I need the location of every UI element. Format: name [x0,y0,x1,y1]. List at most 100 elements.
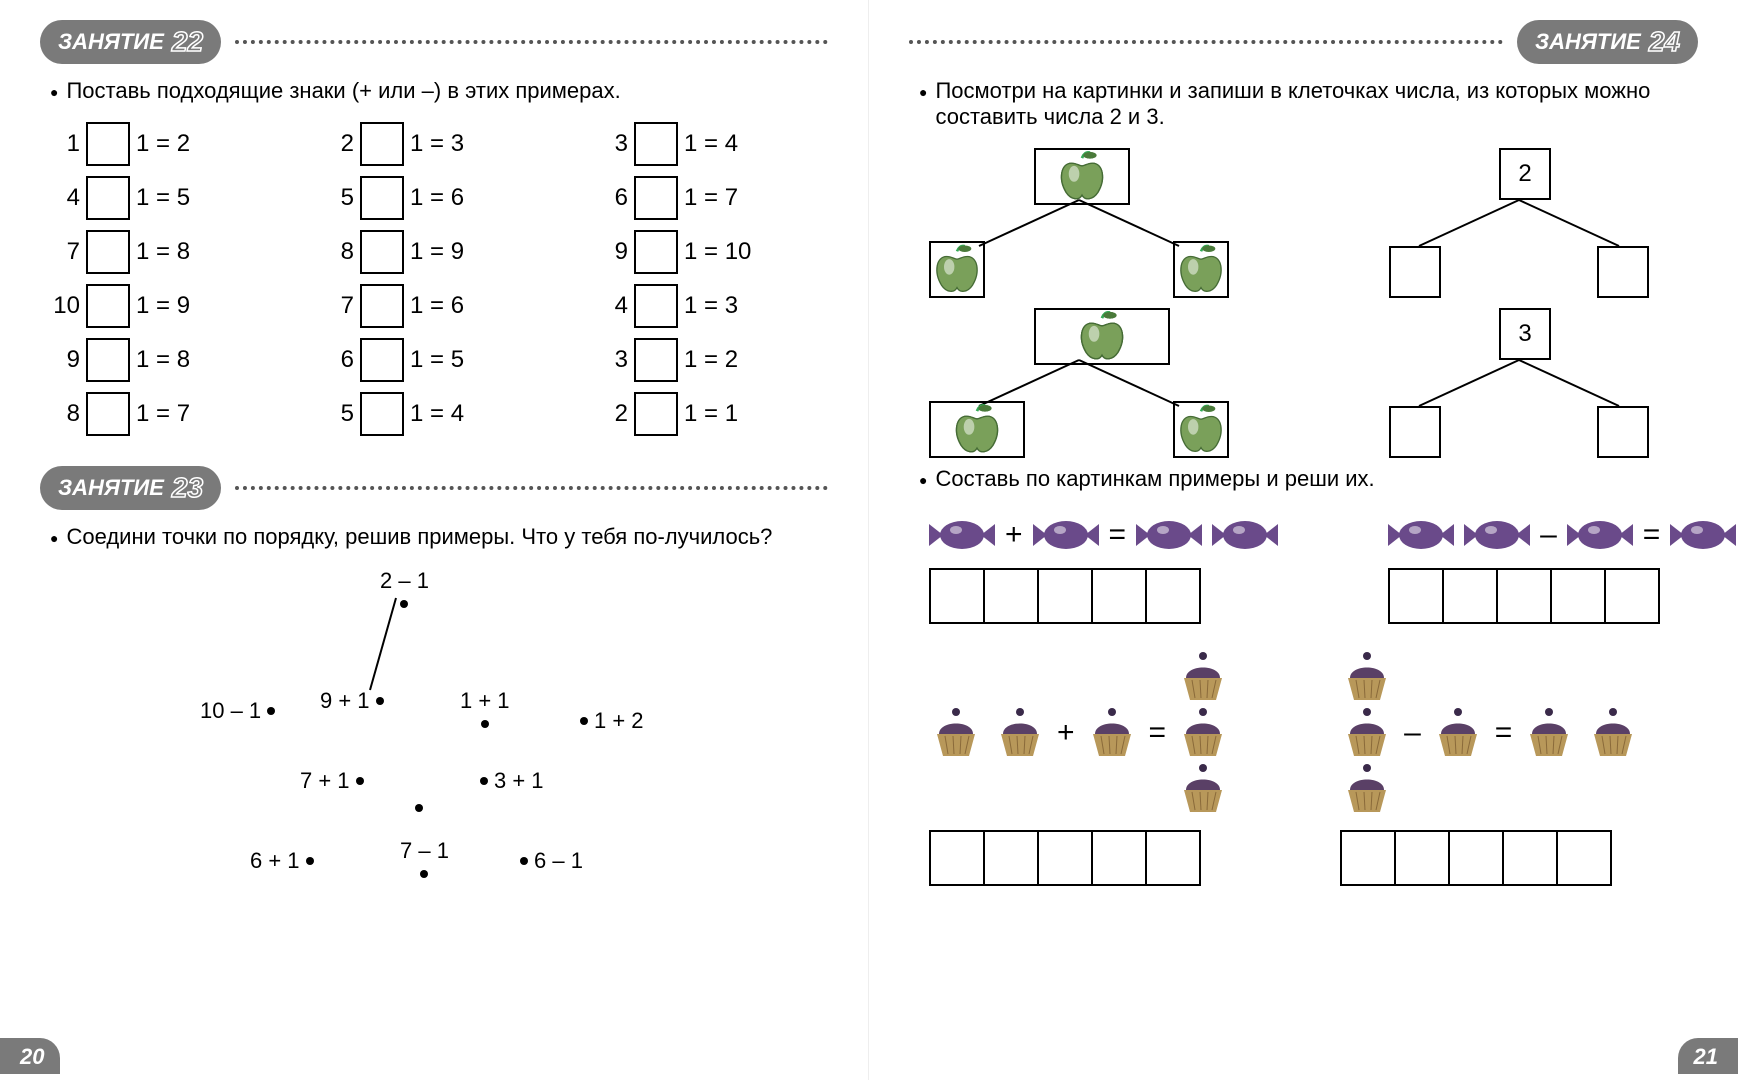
operand-a: 6 [594,184,628,212]
cupcake-icon [1431,706,1485,760]
exercise-row: 61 = 5 [320,338,554,382]
answer-cell[interactable] [1388,568,1444,624]
answer-cell[interactable] [1091,830,1147,886]
exercise-row: 81 = 9 [320,230,554,274]
exercise-row: 71 = 8 [46,230,280,274]
answer-cell[interactable] [929,568,985,624]
answer-cell[interactable] [1442,568,1498,624]
point-label: 1 + 2 [594,708,644,734]
lesson22-grid: 11 = 221 = 331 = 441 = 551 = 661 = 771 =… [40,122,828,436]
answer-cell[interactable] [1145,568,1201,624]
sign-box[interactable] [360,122,404,166]
equals: = [1109,518,1127,552]
answer-boxes [1388,568,1736,624]
sign-box[interactable] [360,392,404,436]
apple-icon [1122,314,1162,354]
sign-box[interactable] [86,122,130,166]
operand-b: 1 = 9 [136,292,190,320]
candy-icon [1212,516,1278,554]
operand-b: 1 = 8 [136,346,190,374]
point-label: 2 – 1 [380,568,429,594]
exercise-row: 41 = 5 [46,176,280,220]
connect-line [40,568,840,878]
cupcake-icon [1340,762,1394,816]
answer-cell[interactable] [1496,568,1552,624]
operand-a: 9 [46,346,80,374]
answer-cell[interactable] [1394,830,1450,886]
operand-a: 8 [320,238,354,266]
tree-left [929,401,1025,458]
tree-top [1034,308,1170,365]
tree-answer-box[interactable] [1597,406,1649,458]
sign-box[interactable] [86,392,130,436]
answer-boxes [929,568,1278,624]
tree-answer-box[interactable] [1389,246,1441,298]
answer-cell[interactable] [1550,568,1606,624]
sign-box[interactable] [360,230,404,274]
answer-cell[interactable] [1448,830,1504,886]
equals: = [1643,518,1661,552]
answer-cell[interactable] [1502,830,1558,886]
apple-tree [929,308,1229,458]
tree-top-number: 2 [1499,148,1551,200]
answer-cell[interactable] [983,830,1039,886]
connect-point [415,804,423,812]
dot-icon [415,804,423,812]
sign-box[interactable] [634,122,678,166]
answer-boxes [1340,830,1640,886]
operand-a: 1 [46,130,80,158]
operand-a: 2 [594,400,628,428]
sign-box[interactable] [634,338,678,382]
operand-b: 1 = 1 [684,400,738,428]
lesson22-header: ЗАНЯТИЕ 22 [40,20,828,64]
tree-answer-box[interactable] [1389,406,1441,458]
sign-box[interactable] [634,392,678,436]
lesson-label: ЗАНЯТИЕ [58,475,164,501]
answer-cell[interactable] [1604,568,1660,624]
cupcake-icon [993,706,1047,760]
sign-box[interactable] [86,176,130,220]
sign-box[interactable] [634,176,678,220]
answer-cell[interactable] [929,830,985,886]
answer-boxes [929,830,1230,886]
sign-box[interactable] [360,338,404,382]
connect-point: 6 + 1 [250,848,314,874]
cupcake-icon [1340,650,1394,704]
tree-top-number: 3 [1499,308,1551,360]
tree-answer-box[interactable] [1597,246,1649,298]
sign-box[interactable] [86,338,130,382]
sign-box[interactable] [86,284,130,328]
sign-box[interactable] [634,230,678,274]
answer-cell[interactable] [1037,830,1093,886]
dot-icon [580,717,588,725]
lesson24-instruction2: Составь по картинкам примеры и реши их. [919,466,1698,492]
exercise-row: 61 = 7 [594,176,828,220]
dot-icon [356,777,364,785]
sign-box[interactable] [634,284,678,328]
answer-cell[interactable] [1145,830,1201,886]
connect-point: 7 – 1 [400,838,449,878]
answer-cell[interactable] [1091,568,1147,624]
connect-dots-area: 2 – 110 – 19 + 11 + 11 + 27 + 13 + 16 + … [40,568,828,878]
apple-icon [1082,154,1122,194]
pictorial-exercises: +=–=+=–= [909,510,1698,906]
exercise-row: 2 1 = 1 [594,392,828,436]
lesson24-header: ЗАНЯТИЕ 24 [909,20,1698,64]
cupcake-icon [929,706,983,760]
connect-point: 7 + 1 [300,768,364,794]
answer-cell[interactable] [1037,568,1093,624]
connect-point: 1 + 1 [460,688,510,728]
operand-a: 3 [594,346,628,374]
answer-cell[interactable] [1340,830,1396,886]
operand-b: 1 = 6 [410,292,464,320]
candy-icon [1033,516,1099,554]
sign-box[interactable] [360,176,404,220]
sign-box[interactable] [360,284,404,328]
lesson22-badge: ЗАНЯТИЕ 22 [40,20,221,64]
exercise-row: 31 = 2 [594,338,828,382]
answer-cell[interactable] [1556,830,1612,886]
answer-cell[interactable] [983,568,1039,624]
sign-box[interactable] [86,230,130,274]
candy-icon [1136,516,1202,554]
apple-icon [937,247,977,287]
